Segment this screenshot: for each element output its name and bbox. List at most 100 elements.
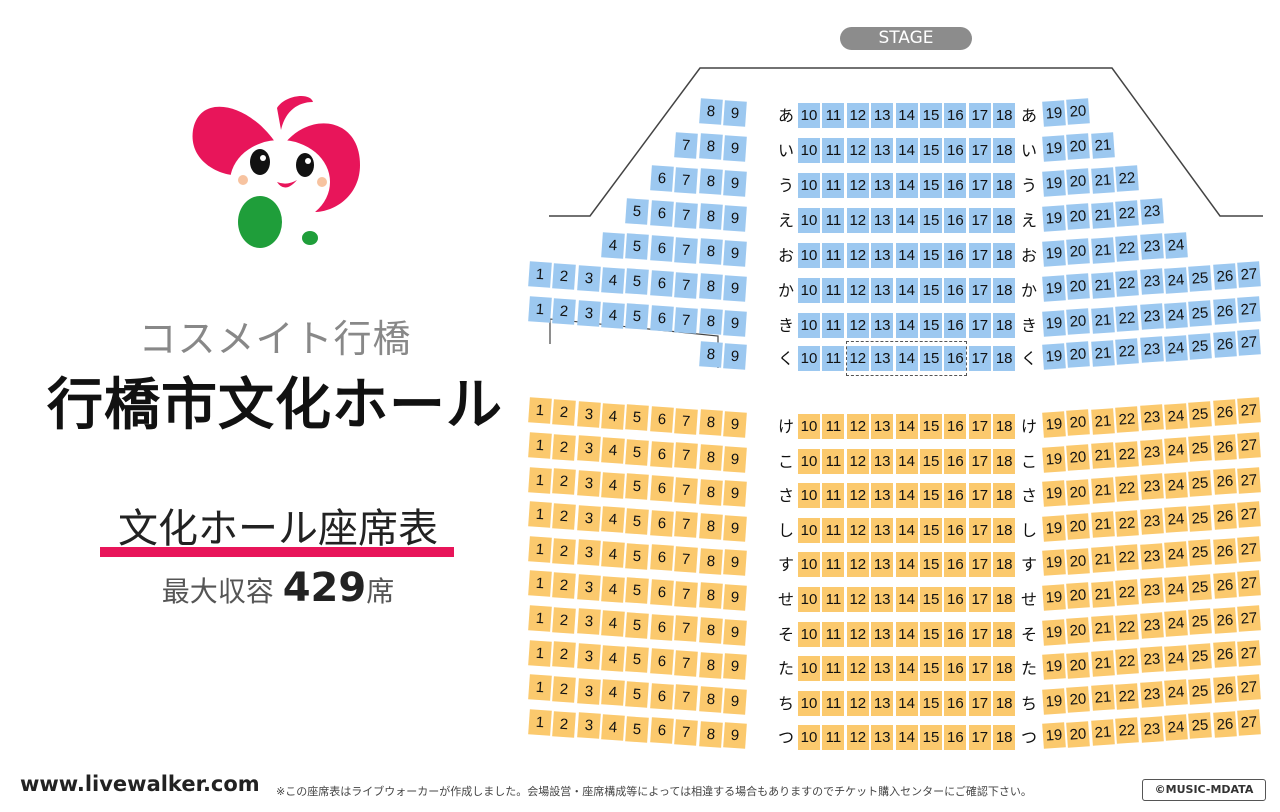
seat-き-14[interactable]: 14 [895,313,918,338]
seat-さ-15[interactable]: 15 [920,483,942,509]
seat-お-6[interactable]: 6 [649,235,674,262]
seat-き-13[interactable]: 13 [871,313,894,338]
seat-く-22[interactable]: 22 [1115,338,1140,365]
seat-か-27[interactable]: 27 [1237,261,1262,289]
seat-お-22[interactable]: 22 [1115,235,1140,262]
seat-そ-16[interactable]: 16 [944,621,967,647]
seat-し-27[interactable]: 27 [1237,501,1262,528]
seat-せ-14[interactable]: 14 [895,587,918,612]
seat-け-14[interactable]: 14 [895,414,918,439]
seat-く-15[interactable]: 15 [920,346,942,371]
seat-け-18[interactable]: 18 [993,414,1016,439]
seat-し-5[interactable]: 5 [625,508,650,535]
seat-た-8[interactable]: 8 [698,651,723,679]
seat-つ-26[interactable]: 26 [1212,710,1237,738]
seat-さ-21[interactable]: 21 [1090,477,1115,504]
seat-そ-14[interactable]: 14 [895,621,918,647]
seat-し-20[interactable]: 20 [1066,513,1091,540]
seat-ち-26[interactable]: 26 [1212,676,1237,703]
seat-さ-20[interactable]: 20 [1066,478,1091,506]
seat-し-8[interactable]: 8 [698,513,723,540]
seat-た-20[interactable]: 20 [1066,651,1091,679]
seat-つ-3[interactable]: 3 [576,712,601,739]
seat-え-11[interactable]: 11 [822,208,845,233]
seat-さ-3[interactable]: 3 [576,470,601,497]
seat-う-14[interactable]: 14 [895,173,918,198]
seat-つ-8[interactable]: 8 [698,720,723,748]
seat-つ-24[interactable]: 24 [1164,714,1188,741]
seat-お-12[interactable]: 12 [846,243,869,268]
seat-え-15[interactable]: 15 [920,208,942,233]
seat-ち-17[interactable]: 17 [968,690,991,716]
seat-つ-6[interactable]: 6 [649,717,674,745]
seat-き-2[interactable]: 2 [552,298,577,325]
seat-か-10[interactable]: 10 [798,278,820,303]
seat-さ-6[interactable]: 6 [649,475,674,502]
seat-え-20[interactable]: 20 [1066,203,1091,231]
seat-か-5[interactable]: 5 [625,268,650,295]
seat-か-16[interactable]: 16 [944,278,967,303]
seat-そ-22[interactable]: 22 [1115,613,1140,641]
seat-い-14[interactable]: 14 [895,138,918,163]
seat-そ-18[interactable]: 18 [993,621,1016,647]
seat-そ-21[interactable]: 21 [1090,615,1115,642]
seat-た-6[interactable]: 6 [649,648,674,675]
seat-つ-22[interactable]: 22 [1115,717,1140,745]
seat-き-25[interactable]: 25 [1188,300,1213,327]
seat-そ-7[interactable]: 7 [674,615,699,642]
seat-か-20[interactable]: 20 [1066,273,1091,301]
seat-こ-17[interactable]: 17 [968,448,991,474]
seat-き-26[interactable]: 26 [1212,298,1237,325]
seat-え-12[interactable]: 12 [846,208,869,233]
seat-お-18[interactable]: 18 [993,243,1016,268]
seat-し-16[interactable]: 16 [944,517,967,543]
seat-あ-13[interactable]: 13 [871,103,894,128]
seat-せ-11[interactable]: 11 [822,587,845,612]
seat-あ-16[interactable]: 16 [944,103,967,128]
seat-う-13[interactable]: 13 [871,173,894,198]
seat-け-26[interactable]: 26 [1212,399,1237,426]
seat-つ-23[interactable]: 23 [1139,715,1164,743]
seat-き-10[interactable]: 10 [798,313,820,338]
seat-し-25[interactable]: 25 [1188,504,1213,532]
seat-か-9[interactable]: 9 [723,275,747,302]
seat-い-10[interactable]: 10 [798,138,820,163]
seat-こ-12[interactable]: 12 [846,448,869,474]
seat-そ-15[interactable]: 15 [920,621,942,647]
seat-き-16[interactable]: 16 [944,313,967,338]
seat-す-7[interactable]: 7 [674,546,699,573]
seat-す-26[interactable]: 26 [1212,537,1237,565]
seat-し-23[interactable]: 23 [1139,508,1164,535]
seat-う-22[interactable]: 22 [1115,165,1140,192]
seat-ち-3[interactable]: 3 [576,677,601,705]
seat-つ-19[interactable]: 19 [1042,722,1066,750]
seat-さ-27[interactable]: 27 [1237,466,1262,494]
seat-こ-20[interactable]: 20 [1066,444,1091,471]
seat-こ-5[interactable]: 5 [625,439,650,466]
seat-う-6[interactable]: 6 [649,165,674,192]
seat-ち-6[interactable]: 6 [649,682,674,710]
seat-お-13[interactable]: 13 [871,243,894,268]
seat-す-2[interactable]: 2 [552,537,577,565]
seat-お-17[interactable]: 17 [968,243,991,268]
seat-い-19[interactable]: 19 [1042,135,1066,162]
seat-う-17[interactable]: 17 [968,173,991,198]
seat-つ-9[interactable]: 9 [723,722,747,750]
seat-し-18[interactable]: 18 [993,517,1016,543]
seat-ち-21[interactable]: 21 [1090,684,1115,712]
seat-こ-19[interactable]: 19 [1042,445,1066,473]
seat-か-11[interactable]: 11 [822,278,845,303]
seat-け-15[interactable]: 15 [920,414,942,439]
seat-す-15[interactable]: 15 [920,552,942,578]
seat-つ-20[interactable]: 20 [1066,720,1091,748]
seat-き-20[interactable]: 20 [1066,308,1091,336]
seat-い-13[interactable]: 13 [871,138,894,163]
seat-こ-15[interactable]: 15 [920,448,942,474]
seat-い-20[interactable]: 20 [1066,133,1091,161]
seat-う-16[interactable]: 16 [944,173,967,198]
seat-ち-20[interactable]: 20 [1066,686,1091,713]
seat-せ-21[interactable]: 21 [1090,580,1115,608]
seat-こ-26[interactable]: 26 [1212,433,1237,461]
seat-せ-23[interactable]: 23 [1139,577,1164,604]
seat-し-4[interactable]: 4 [601,506,625,534]
